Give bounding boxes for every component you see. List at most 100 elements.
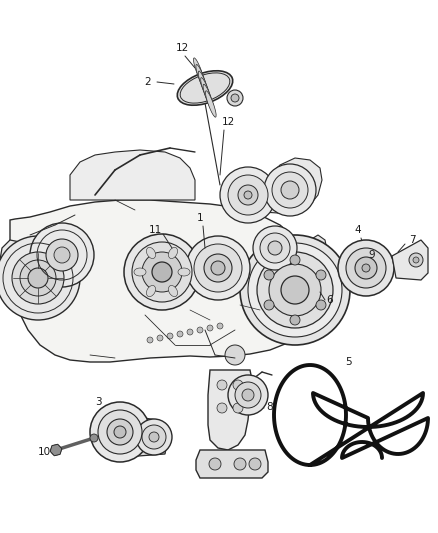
Circle shape bbox=[149, 432, 159, 442]
Circle shape bbox=[124, 234, 200, 310]
Circle shape bbox=[231, 94, 239, 102]
Circle shape bbox=[217, 380, 227, 390]
Text: 8: 8 bbox=[267, 402, 273, 412]
Polygon shape bbox=[196, 450, 268, 478]
Circle shape bbox=[253, 226, 297, 270]
Circle shape bbox=[186, 236, 250, 300]
Circle shape bbox=[107, 419, 133, 445]
Circle shape bbox=[225, 345, 245, 365]
Circle shape bbox=[28, 268, 48, 288]
Circle shape bbox=[413, 257, 419, 263]
Ellipse shape bbox=[205, 91, 216, 117]
Circle shape bbox=[90, 402, 150, 462]
Circle shape bbox=[264, 300, 274, 310]
Polygon shape bbox=[70, 150, 195, 200]
Ellipse shape bbox=[178, 268, 190, 276]
Circle shape bbox=[281, 276, 309, 304]
Ellipse shape bbox=[201, 78, 212, 104]
Circle shape bbox=[187, 329, 193, 335]
Circle shape bbox=[132, 242, 192, 302]
Circle shape bbox=[290, 315, 300, 325]
Text: 9: 9 bbox=[369, 250, 375, 260]
Circle shape bbox=[227, 90, 243, 106]
Circle shape bbox=[90, 434, 98, 442]
Text: 5: 5 bbox=[345, 357, 351, 367]
Circle shape bbox=[281, 181, 299, 199]
Circle shape bbox=[264, 270, 274, 280]
Circle shape bbox=[114, 426, 126, 438]
Circle shape bbox=[46, 239, 78, 271]
Text: 12: 12 bbox=[221, 117, 235, 127]
Circle shape bbox=[152, 262, 172, 282]
Circle shape bbox=[177, 331, 183, 337]
Polygon shape bbox=[0, 240, 45, 315]
Text: 7: 7 bbox=[409, 235, 415, 245]
Text: 2: 2 bbox=[145, 77, 151, 87]
Circle shape bbox=[233, 380, 243, 390]
Circle shape bbox=[98, 410, 142, 454]
Circle shape bbox=[238, 185, 258, 205]
Circle shape bbox=[217, 403, 227, 413]
Circle shape bbox=[409, 253, 423, 267]
Ellipse shape bbox=[134, 268, 146, 276]
Text: 1: 1 bbox=[197, 213, 203, 223]
Ellipse shape bbox=[169, 247, 177, 259]
Circle shape bbox=[209, 458, 221, 470]
Ellipse shape bbox=[146, 286, 155, 297]
Circle shape bbox=[260, 233, 290, 263]
Circle shape bbox=[355, 257, 377, 279]
Circle shape bbox=[244, 191, 252, 199]
Polygon shape bbox=[250, 158, 322, 213]
Circle shape bbox=[269, 264, 321, 316]
Circle shape bbox=[316, 270, 326, 280]
Circle shape bbox=[12, 252, 64, 304]
Circle shape bbox=[30, 223, 94, 287]
Circle shape bbox=[228, 175, 268, 215]
Circle shape bbox=[316, 300, 326, 310]
Circle shape bbox=[346, 248, 386, 288]
Circle shape bbox=[234, 458, 246, 470]
Circle shape bbox=[147, 337, 153, 343]
Circle shape bbox=[136, 419, 172, 455]
Ellipse shape bbox=[146, 247, 155, 259]
Ellipse shape bbox=[169, 286, 177, 297]
Circle shape bbox=[142, 425, 166, 449]
Polygon shape bbox=[392, 240, 428, 280]
Text: 11: 11 bbox=[148, 225, 162, 235]
Ellipse shape bbox=[177, 71, 233, 105]
Ellipse shape bbox=[203, 84, 214, 110]
Circle shape bbox=[240, 235, 350, 345]
Text: 10: 10 bbox=[37, 447, 50, 457]
Text: 12: 12 bbox=[175, 43, 189, 53]
Circle shape bbox=[272, 172, 308, 208]
Circle shape bbox=[20, 260, 56, 296]
Circle shape bbox=[233, 403, 243, 413]
Circle shape bbox=[228, 375, 268, 415]
Circle shape bbox=[194, 244, 242, 292]
Circle shape bbox=[0, 236, 80, 320]
Polygon shape bbox=[307, 235, 328, 278]
Circle shape bbox=[290, 255, 300, 265]
Circle shape bbox=[257, 252, 333, 328]
Circle shape bbox=[51, 445, 61, 455]
Circle shape bbox=[242, 389, 254, 401]
Text: 4: 4 bbox=[355, 225, 361, 235]
Circle shape bbox=[167, 333, 173, 339]
Circle shape bbox=[217, 323, 223, 329]
Circle shape bbox=[211, 261, 225, 275]
Circle shape bbox=[362, 264, 370, 272]
Ellipse shape bbox=[198, 71, 209, 98]
Circle shape bbox=[338, 240, 394, 296]
Circle shape bbox=[157, 335, 163, 341]
Circle shape bbox=[235, 382, 261, 408]
Ellipse shape bbox=[196, 64, 207, 91]
Circle shape bbox=[54, 247, 70, 263]
Circle shape bbox=[207, 325, 213, 331]
Polygon shape bbox=[10, 200, 312, 362]
Polygon shape bbox=[208, 370, 252, 450]
Circle shape bbox=[197, 327, 203, 333]
Circle shape bbox=[204, 254, 232, 282]
Circle shape bbox=[142, 252, 182, 292]
Circle shape bbox=[268, 241, 282, 255]
Circle shape bbox=[264, 164, 316, 216]
